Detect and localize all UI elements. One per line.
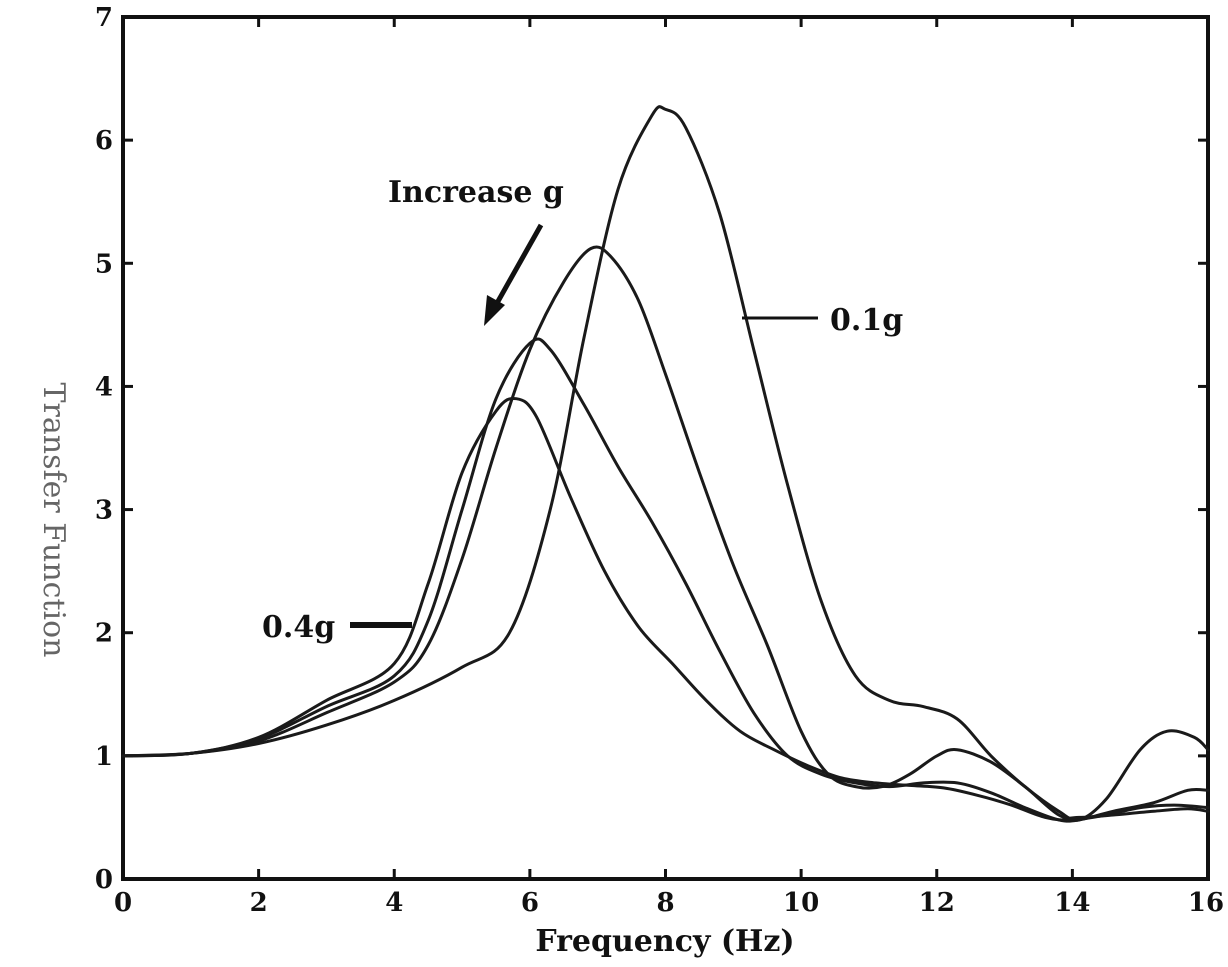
y-tick-label: 1	[95, 742, 113, 772]
x-tick-label: 2	[250, 888, 268, 918]
y-tick-label: 5	[95, 249, 113, 279]
x-axis-label: Frequency (Hz)	[535, 924, 794, 959]
plot-frame	[121, 15, 1210, 881]
annotation-increase-g: Increase g	[388, 175, 564, 210]
series-line-2	[121, 245, 1210, 820]
series-line-4	[121, 396, 1210, 822]
x-tick-label: 0	[114, 888, 132, 918]
y-tick-label: 4	[95, 372, 113, 402]
x-tick-label: 10	[783, 888, 819, 918]
annotation-arrow-shaft	[489, 223, 544, 314]
x-tick-label: 12	[919, 888, 955, 918]
annotation-arrow-head	[484, 295, 505, 326]
y-tick-label: 2	[95, 619, 113, 649]
y-tick-label: 0	[95, 865, 113, 895]
series-group	[121, 105, 1210, 823]
annotation-0.4g: 0.4g	[262, 610, 335, 645]
x-tick-label: 6	[521, 888, 539, 918]
series-line-1	[121, 105, 1210, 822]
x-tick-label: 16	[1188, 888, 1224, 918]
y-axis-label: Transfer Function	[36, 383, 71, 658]
annotation-0.1g: 0.1g	[830, 303, 903, 338]
series-line-3	[121, 337, 1210, 823]
x-tick-label: 8	[656, 888, 674, 918]
y-tick-label: 6	[95, 126, 113, 156]
y-tick-label: 7	[95, 3, 113, 33]
y-tick-label: 3	[95, 496, 113, 526]
x-tick-label: 14	[1054, 888, 1090, 918]
x-tick-label: 4	[385, 888, 403, 918]
